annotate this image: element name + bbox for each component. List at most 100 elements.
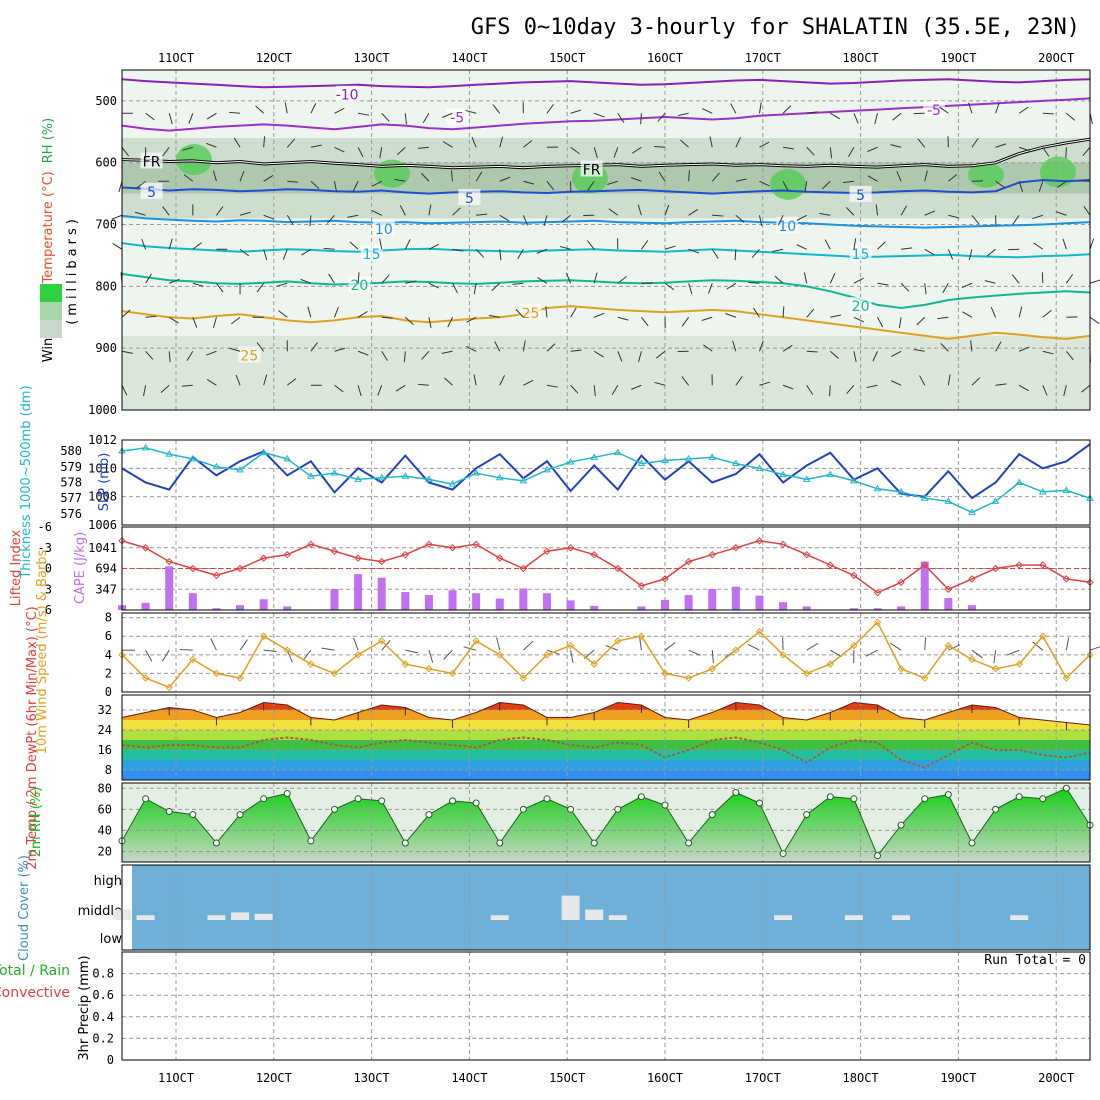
wind-barb: [136, 180, 146, 189]
cape-bar: [448, 590, 457, 610]
isotherm-label-bg: [446, 108, 469, 125]
surface-wind-barb: [210, 638, 217, 651]
wind-barb: [630, 177, 642, 182]
li-point: [425, 540, 433, 548]
li-point: [1015, 561, 1023, 569]
wind-barb: [939, 106, 949, 114]
li-point: [873, 589, 882, 597]
wind-barb: [334, 347, 346, 352]
wind-speed-point: [661, 669, 669, 678]
isotherm-line: [121, 242, 1091, 259]
thickness-point: [873, 484, 882, 492]
isotherm-label: 5: [856, 188, 865, 204]
isotherm-label: 5: [147, 185, 156, 201]
rh-point: [803, 811, 811, 819]
rh-point: [661, 801, 669, 809]
wind-barb: [357, 385, 362, 396]
li-point: [496, 554, 504, 562]
cloud-middle-bar: [892, 915, 911, 920]
isotherm-label: 25: [240, 349, 258, 365]
rh-point: [921, 795, 929, 803]
wind-barb: [631, 146, 642, 154]
wind-barb: [853, 113, 859, 124]
wind-barb: [473, 283, 477, 295]
thickness-point: [1015, 478, 1024, 485]
wind-barb: [611, 385, 619, 395]
bottom-date-label: 11OCT: [158, 1071, 194, 1085]
wind-barb: [255, 105, 264, 114]
precip-legend-total: Total / Rain: [0, 963, 70, 979]
isotherm-label: 25: [522, 306, 540, 322]
wind-barb: [1018, 106, 1029, 114]
cape-bar: [165, 566, 174, 610]
wind-barb: [205, 142, 217, 148]
wind-speed-point: [684, 674, 693, 682]
precip-tick-label: 0: [107, 1053, 114, 1067]
wind-barb: [796, 244, 807, 250]
wind-barb: [381, 351, 388, 361]
surface-wind-barb: [496, 637, 501, 651]
precip-tick-label: 0.4: [92, 1010, 114, 1024]
wind-barb: [654, 381, 666, 386]
wind-barb: [658, 171, 666, 182]
cloud-level-label: low: [100, 932, 123, 947]
wind-barb: [877, 241, 886, 250]
wind-barb: [688, 283, 693, 294]
panel-upper-air: 500 600 700 800 900 1000 -10 -5 -5 FR FR 5 5 5 10 10 15 1…: [40, 70, 1100, 417]
li-tick-label: 0: [45, 562, 52, 576]
pressure-tick-label: 700: [95, 218, 117, 232]
wind-barb: [160, 384, 170, 394]
wind-barb: [995, 180, 1005, 188]
li-point: [802, 550, 811, 559]
wind-barb: [730, 103, 737, 114]
rh-point: [1015, 793, 1023, 801]
wind-barb: [806, 385, 814, 395]
wind-barb: [229, 347, 241, 352]
wind-barb: [441, 350, 453, 354]
li-point: [732, 544, 740, 552]
wind-barb: [183, 174, 194, 182]
wind-barb: [357, 147, 364, 158]
wind-barb: [444, 377, 453, 386]
wind-barb: [323, 247, 335, 250]
wind-barb: [829, 273, 836, 284]
bottom-date-axis: 11OCT 12OCT 13OCT 14OCT 15OCT 16OCT 17OCT 18OCT…: [158, 1071, 1074, 1085]
wind-barb: [824, 239, 831, 250]
bottom-date-label: 12OCT: [256, 1071, 292, 1085]
wind-barb: [546, 343, 556, 352]
temp-tick-label: 32: [98, 703, 112, 717]
wind-barb: [499, 249, 502, 261]
wind-barb: [806, 111, 818, 114]
temp-band: [122, 760, 1090, 770]
wind-barb: [877, 317, 884, 328]
wind-tick-label: 2: [105, 666, 112, 680]
wind-barb: [1089, 316, 1100, 324]
thickness-point: [495, 473, 504, 481]
wind-barb: [447, 317, 453, 328]
rh-point: [330, 805, 338, 813]
wind-barb: [664, 204, 670, 216]
li-point: [755, 537, 764, 545]
wind-barb: [229, 111, 241, 114]
wind-barb: [377, 385, 383, 396]
thickness-point: [684, 454, 693, 462]
wind-barb: [118, 181, 123, 192]
rh-point: [354, 795, 362, 803]
surface-wind-barb: [302, 649, 312, 661]
wind-barb: [523, 180, 535, 185]
wind-barb: [664, 245, 676, 250]
wind-barb: [640, 113, 642, 125]
wind-barb: [845, 207, 855, 216]
thickness-point: [1038, 487, 1047, 495]
thickness-point: [826, 470, 835, 478]
surface-wind-barb: [1006, 649, 1020, 656]
slp-background: [122, 440, 1090, 525]
thickness-point: [306, 472, 315, 479]
wind-barb: [1062, 238, 1067, 250]
wind-speed-point: [921, 674, 929, 682]
wind-barb: [421, 350, 430, 360]
wind-speed-point: [897, 665, 905, 673]
temp-tick-label: 8: [105, 763, 112, 777]
li-point: [543, 547, 551, 555]
